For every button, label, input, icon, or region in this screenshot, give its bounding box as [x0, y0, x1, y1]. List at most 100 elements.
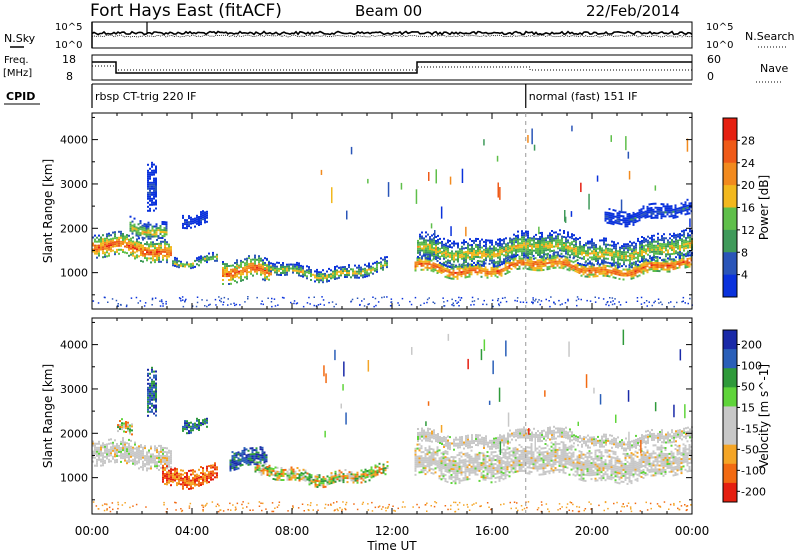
echo-cell: [628, 274, 631, 277]
echo-cell: [234, 270, 236, 272]
echo-cell: [653, 258, 655, 261]
echo-cell: [541, 251, 543, 254]
echo-cell: [625, 245, 627, 248]
echo-cell: [657, 298, 660, 300]
echo-cell: [176, 478, 178, 481]
echo-cell: [206, 477, 208, 480]
echo-cell: [390, 301, 393, 303]
echo-cell: [176, 468, 178, 471]
echo-cell: [686, 198, 689, 201]
echo-cell: [149, 386, 151, 389]
echo-cell: [560, 262, 563, 265]
echo-cell: [661, 247, 663, 250]
echo-cell: [151, 390, 153, 393]
echo-cell: [598, 266, 601, 269]
echo-cell: [515, 237, 517, 240]
echo-cell: [549, 232, 551, 235]
echo-cell: [148, 467, 150, 470]
echo-cell: [593, 254, 595, 257]
echo-cell: [298, 268, 300, 271]
echo-cell: [288, 265, 290, 268]
echo-cell: [149, 394, 151, 397]
echo-cell: [261, 446, 264, 449]
echo-cell: [302, 478, 305, 481]
echo-cell: [618, 212, 621, 215]
echo-cell: [263, 457, 266, 460]
echo-cell: [252, 268, 254, 271]
echo-cell: [304, 272, 306, 275]
echo-cell: [410, 303, 413, 306]
echo-cell: [202, 419, 204, 422]
echo-cell: [372, 471, 375, 474]
echo-cell: [118, 248, 120, 251]
echo-cell: [563, 244, 565, 246]
echo-cell: [443, 251, 445, 254]
echo-cell: [561, 241, 563, 244]
echo-cell: [259, 454, 262, 457]
echo-cell: [531, 253, 533, 256]
echo-cell: [318, 480, 321, 483]
echo-cell: [356, 266, 358, 269]
echo-cell: [190, 431, 192, 434]
echo-cell: [486, 272, 489, 275]
echo-cell: [613, 251, 615, 254]
echo-cell: [689, 246, 691, 249]
echo-cell: [551, 246, 553, 248]
echo-cell: [565, 246, 567, 249]
echo-cell: [634, 215, 637, 218]
echo-cell: [160, 444, 162, 447]
echo-cell: [654, 206, 657, 209]
echo-cell: [272, 470, 275, 472]
echo-cell: [245, 458, 248, 461]
echo-cell: [416, 461, 419, 464]
echo-cell: [151, 165, 153, 168]
echo-cell: [570, 268, 573, 271]
echo-cell: [608, 304, 610, 307]
echo-cell: [356, 276, 358, 279]
echo-cell: [639, 242, 641, 245]
echo-cell: [259, 458, 262, 461]
echo-cell: [606, 271, 609, 273]
echo-cell: [443, 249, 445, 252]
echo-cell: [231, 455, 234, 458]
echo-cell: [439, 261, 441, 264]
echo-cell: [547, 246, 549, 249]
echo-cell: [686, 262, 689, 264]
echo-cell: [134, 453, 136, 456]
echo-cell: [236, 265, 238, 268]
echo-cell: [182, 425, 184, 428]
echo-cell: [628, 264, 631, 267]
echo-cell: [646, 263, 649, 266]
echo-cell: [603, 255, 605, 258]
echo-cell: [481, 252, 483, 255]
echo-cell: [688, 208, 691, 211]
echo-cell: [417, 241, 419, 244]
echo-cell: [569, 256, 571, 259]
echo-cell: [227, 304, 229, 306]
echo-cell: [608, 275, 611, 278]
echo-cell: [687, 254, 689, 257]
echo-cell: [356, 477, 359, 480]
echo-cell: [687, 232, 689, 235]
echo-cell: [503, 238, 505, 241]
echo-cell: [322, 281, 324, 284]
echo-cell: [152, 251, 154, 254]
echo-cell: [161, 229, 164, 231]
echo-cell: [380, 265, 382, 268]
echo-cell: [451, 250, 453, 253]
echo-cell: [166, 471, 168, 474]
echo-cell: [561, 249, 563, 252]
echo-cell: [186, 476, 188, 479]
echo-cell: [160, 244, 162, 247]
echo-cell: [210, 256, 212, 259]
echo-cell: [316, 476, 319, 478]
echo-cell: [237, 461, 240, 464]
echo-cell: [352, 479, 355, 482]
echo-cell: [586, 299, 588, 302]
echo-cell: [151, 297, 154, 300]
echo-cell: [662, 268, 665, 271]
echo-cell: [537, 250, 539, 252]
echo-cell: [340, 471, 343, 474]
echo-cell: [190, 216, 192, 219]
echo-cell: [192, 471, 194, 474]
